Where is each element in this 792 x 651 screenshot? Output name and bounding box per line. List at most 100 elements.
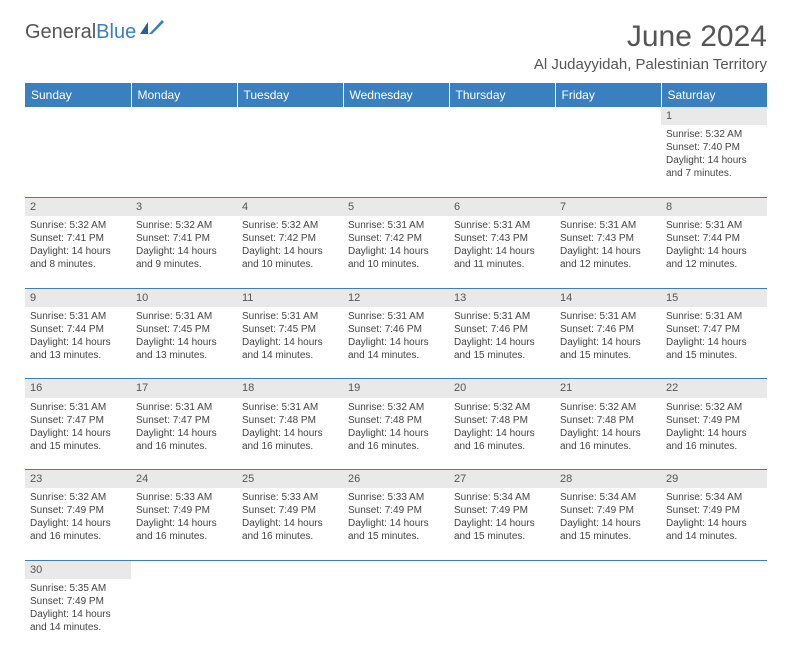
- day-number-cell: 6: [449, 197, 555, 216]
- daylight-text: Daylight: 14 hours and 9 minutes.: [136, 245, 232, 271]
- sunset-text: Sunset: 7:41 PM: [30, 232, 126, 245]
- daylight-text: Daylight: 14 hours and 7 minutes.: [666, 154, 762, 180]
- day-number-cell: 11: [237, 288, 343, 307]
- day-cell: [661, 579, 767, 651]
- sunrise-text: Sunrise: 5:32 AM: [560, 401, 656, 414]
- sunset-text: Sunset: 7:42 PM: [348, 232, 444, 245]
- daylight-text: Daylight: 14 hours and 16 minutes.: [242, 427, 338, 453]
- brand-logo: GeneralBlue: [25, 20, 166, 44]
- sunrise-text: Sunrise: 5:31 AM: [30, 310, 126, 323]
- day-number-cell: 14: [555, 288, 661, 307]
- daylight-text: Daylight: 14 hours and 15 minutes.: [560, 517, 656, 543]
- day-cell: Sunrise: 5:31 AMSunset: 7:44 PMDaylight:…: [661, 216, 767, 288]
- weekday-header-row: Sunday Monday Tuesday Wednesday Thursday…: [25, 83, 767, 107]
- day-cell: Sunrise: 5:31 AMSunset: 7:45 PMDaylight:…: [131, 307, 237, 379]
- daylight-text: Daylight: 14 hours and 14 minutes.: [242, 336, 338, 362]
- day-cell: Sunrise: 5:34 AMSunset: 7:49 PMDaylight:…: [555, 488, 661, 560]
- day-number-cell: 4: [237, 197, 343, 216]
- day-number-cell: [555, 560, 661, 579]
- title-block: June 2024 Al Judayyidah, Palestinian Ter…: [534, 20, 767, 73]
- day-number-cell: 17: [131, 379, 237, 398]
- sunset-text: Sunset: 7:49 PM: [30, 504, 126, 517]
- daylight-text: Daylight: 14 hours and 16 minutes.: [454, 427, 550, 453]
- day-cell: [343, 125, 449, 197]
- day-cell: Sunrise: 5:32 AMSunset: 7:48 PMDaylight:…: [449, 398, 555, 470]
- day-number-cell: 3: [131, 197, 237, 216]
- day-number-cell: 1: [661, 107, 767, 125]
- sunrise-text: Sunrise: 5:31 AM: [348, 310, 444, 323]
- day-cell: [343, 579, 449, 651]
- daylight-text: Daylight: 14 hours and 16 minutes.: [560, 427, 656, 453]
- day-number-cell: 7: [555, 197, 661, 216]
- sunrise-text: Sunrise: 5:31 AM: [560, 310, 656, 323]
- day-number-cell: [555, 107, 661, 125]
- day-number-cell: 20: [449, 379, 555, 398]
- daynum-row: 1: [25, 107, 767, 125]
- weekday-header: Sunday: [25, 83, 131, 107]
- sunrise-text: Sunrise: 5:33 AM: [136, 491, 232, 504]
- sunset-text: Sunset: 7:45 PM: [242, 323, 338, 336]
- sunset-text: Sunset: 7:49 PM: [136, 504, 232, 517]
- sunset-text: Sunset: 7:45 PM: [136, 323, 232, 336]
- sunrise-text: Sunrise: 5:35 AM: [30, 582, 126, 595]
- daylight-text: Daylight: 14 hours and 14 minutes.: [348, 336, 444, 362]
- day-number-cell: 19: [343, 379, 449, 398]
- day-cell: Sunrise: 5:31 AMSunset: 7:47 PMDaylight:…: [131, 398, 237, 470]
- day-number-cell: 26: [343, 470, 449, 489]
- day-number-cell: 18: [237, 379, 343, 398]
- daylight-text: Daylight: 14 hours and 15 minutes.: [348, 517, 444, 543]
- sunset-text: Sunset: 7:49 PM: [454, 504, 550, 517]
- day-cell: [449, 579, 555, 651]
- sunset-text: Sunset: 7:47 PM: [136, 414, 232, 427]
- sunrise-text: Sunrise: 5:33 AM: [242, 491, 338, 504]
- day-cell: Sunrise: 5:32 AMSunset: 7:48 PMDaylight:…: [343, 398, 449, 470]
- day-number-cell: 13: [449, 288, 555, 307]
- day-cell: Sunrise: 5:32 AMSunset: 7:40 PMDaylight:…: [661, 125, 767, 197]
- day-cell: Sunrise: 5:31 AMSunset: 7:44 PMDaylight:…: [25, 307, 131, 379]
- day-cell: [25, 125, 131, 197]
- week-row: Sunrise: 5:32 AMSunset: 7:41 PMDaylight:…: [25, 216, 767, 288]
- sunrise-text: Sunrise: 5:31 AM: [454, 219, 550, 232]
- day-cell: Sunrise: 5:32 AMSunset: 7:42 PMDaylight:…: [237, 216, 343, 288]
- day-number-cell: 5: [343, 197, 449, 216]
- day-cell: Sunrise: 5:31 AMSunset: 7:47 PMDaylight:…: [661, 307, 767, 379]
- daylight-text: Daylight: 14 hours and 15 minutes.: [30, 427, 126, 453]
- day-number-cell: 28: [555, 470, 661, 489]
- day-cell: Sunrise: 5:31 AMSunset: 7:46 PMDaylight:…: [449, 307, 555, 379]
- daylight-text: Daylight: 14 hours and 16 minutes.: [348, 427, 444, 453]
- weekday-header: Tuesday: [237, 83, 343, 107]
- day-number-cell: 8: [661, 197, 767, 216]
- day-number-cell: 30: [25, 560, 131, 579]
- sunrise-text: Sunrise: 5:31 AM: [30, 401, 126, 414]
- day-cell: Sunrise: 5:33 AMSunset: 7:49 PMDaylight:…: [343, 488, 449, 560]
- sunset-text: Sunset: 7:44 PM: [30, 323, 126, 336]
- daynum-row: 23242526272829: [25, 470, 767, 489]
- day-cell: Sunrise: 5:31 AMSunset: 7:45 PMDaylight:…: [237, 307, 343, 379]
- day-cell: Sunrise: 5:31 AMSunset: 7:43 PMDaylight:…: [449, 216, 555, 288]
- daylight-text: Daylight: 14 hours and 15 minutes.: [666, 336, 762, 362]
- sunrise-text: Sunrise: 5:32 AM: [454, 401, 550, 414]
- sunset-text: Sunset: 7:49 PM: [560, 504, 656, 517]
- day-cell: Sunrise: 5:33 AMSunset: 7:49 PMDaylight:…: [131, 488, 237, 560]
- day-number-cell: 29: [661, 470, 767, 489]
- daylight-text: Daylight: 14 hours and 14 minutes.: [666, 517, 762, 543]
- day-cell: [131, 125, 237, 197]
- calendar-body: 1Sunrise: 5:32 AMSunset: 7:40 PMDaylight…: [25, 107, 767, 651]
- daynum-row: 30: [25, 560, 767, 579]
- sunrise-text: Sunrise: 5:32 AM: [242, 219, 338, 232]
- sunset-text: Sunset: 7:43 PM: [560, 232, 656, 245]
- day-cell: Sunrise: 5:32 AMSunset: 7:41 PMDaylight:…: [131, 216, 237, 288]
- sunset-text: Sunset: 7:48 PM: [348, 414, 444, 427]
- sunset-text: Sunset: 7:46 PM: [454, 323, 550, 336]
- day-number-cell: 16: [25, 379, 131, 398]
- weekday-header: Saturday: [661, 83, 767, 107]
- daylight-text: Daylight: 14 hours and 16 minutes.: [136, 517, 232, 543]
- daylight-text: Daylight: 14 hours and 14 minutes.: [30, 608, 126, 634]
- daylight-text: Daylight: 14 hours and 13 minutes.: [30, 336, 126, 362]
- sunset-text: Sunset: 7:42 PM: [242, 232, 338, 245]
- sunset-text: Sunset: 7:41 PM: [136, 232, 232, 245]
- day-number-cell: [25, 107, 131, 125]
- header: GeneralBlue June 2024 Al Judayyidah, Pal…: [25, 20, 767, 73]
- day-number-cell: 2: [25, 197, 131, 216]
- sunrise-text: Sunrise: 5:31 AM: [242, 310, 338, 323]
